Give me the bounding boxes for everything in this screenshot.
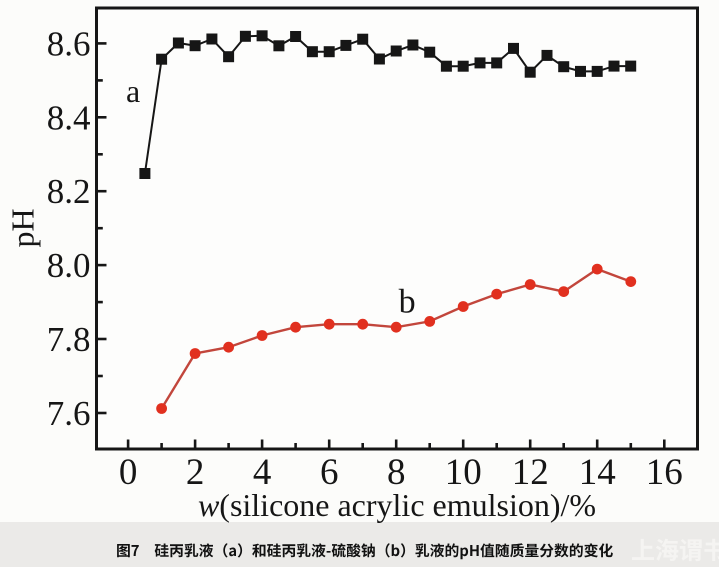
svg-text:8.6: 8.6 (47, 24, 91, 63)
svg-text:0: 0 (119, 452, 138, 493)
svg-text:7.8: 7.8 (47, 320, 91, 359)
svg-text:b: b (399, 284, 416, 321)
svg-text:2: 2 (186, 452, 205, 493)
svg-text:a: a (126, 73, 140, 109)
svg-text:14: 14 (579, 452, 616, 493)
svg-text:8.0: 8.0 (47, 246, 91, 285)
svg-text:w(silicone acrylic emulsion)/%: w(silicone acrylic emulsion)/% (198, 487, 596, 523)
svg-text:7.6: 7.6 (47, 394, 91, 433)
svg-text:8.2: 8.2 (47, 172, 91, 211)
svg-text:8: 8 (387, 452, 406, 493)
svg-text:4: 4 (253, 452, 272, 493)
svg-text:12: 12 (512, 452, 549, 493)
svg-text:6: 6 (320, 452, 339, 493)
svg-text:16: 16 (646, 452, 683, 493)
svg-text:8.4: 8.4 (47, 98, 91, 137)
svg-text:pH: pH (5, 208, 41, 247)
svg-text:10: 10 (445, 452, 482, 493)
